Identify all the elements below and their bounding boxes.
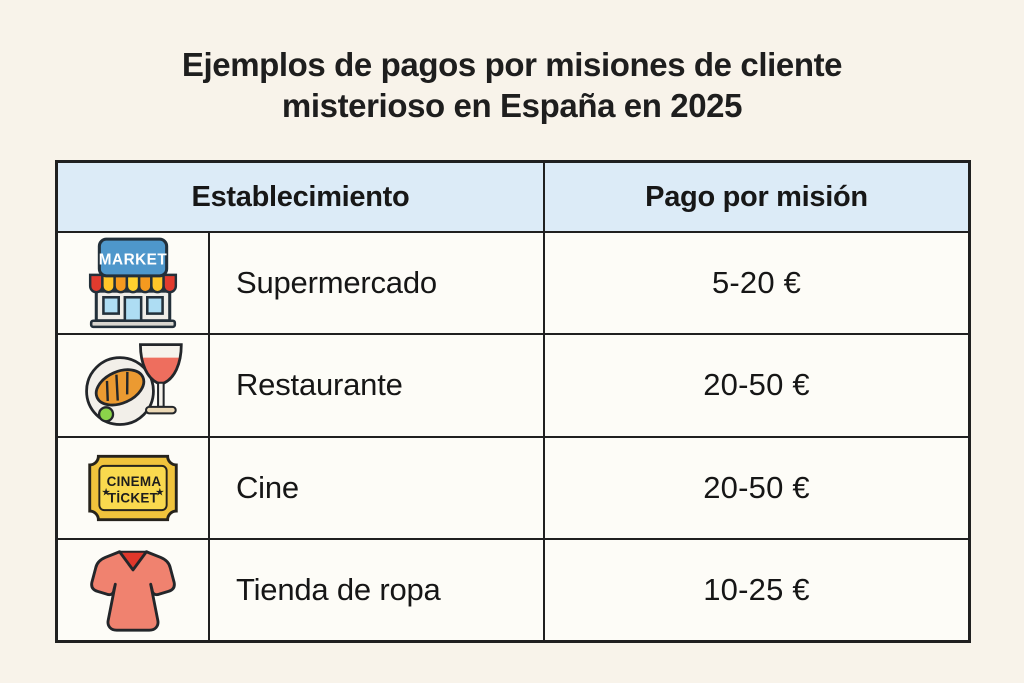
payments-table: Establecimiento Pago por misión bbox=[55, 160, 971, 643]
ticket-star-left: ★ bbox=[101, 486, 111, 498]
cinema-ticket-icon: CINEMA TİCKET ★ ★ bbox=[58, 437, 210, 538]
page-title: Ejemplos de pagos por misiones de client… bbox=[0, 44, 1024, 126]
page-title-line1: Ejemplos de pagos por misiones de client… bbox=[181, 46, 843, 83]
market-store-icon: MARKET bbox=[58, 233, 210, 334]
establishment-name: Supermercado bbox=[210, 233, 545, 334]
payment-value: 5-20 € bbox=[711, 265, 802, 301]
restaurant-plate-wine-icon bbox=[58, 335, 210, 436]
table-row-supermercado: MARKET Supermercado 5-20 € bbox=[58, 233, 968, 336]
ticket-text-line1: CINEMA bbox=[107, 474, 162, 489]
ticket-text-line2: TİCKET bbox=[108, 490, 159, 505]
table-row-tienda-de-ropa: Tienda de ropa 10-25 € bbox=[58, 539, 968, 640]
establishment-name: Restaurante bbox=[210, 335, 545, 436]
tshirt-icon bbox=[58, 539, 210, 640]
establishment-name: Tienda de ropa bbox=[210, 539, 545, 640]
table-row-cine: CINEMA TİCKET ★ ★ Cine 20-50 € bbox=[58, 437, 968, 540]
table-header-row: Establecimiento Pago por misión bbox=[58, 163, 968, 233]
page-title-line2: misterioso en España en 2025 bbox=[281, 87, 743, 124]
market-sign-text: MARKET bbox=[99, 252, 168, 269]
cinema-ticket-icon-svg: CINEMA TİCKET ★ ★ bbox=[88, 454, 178, 521]
restaurant-icon-svg bbox=[85, 343, 183, 426]
table-row-restaurante: Restaurante 20-50 € bbox=[58, 335, 968, 438]
establishment-name: Cine bbox=[210, 437, 545, 538]
header-payment: Pago por misión bbox=[645, 180, 868, 213]
market-store-icon-svg: MARKET bbox=[88, 237, 178, 329]
payment-value: 10-25 € bbox=[703, 571, 810, 607]
payment-value: 20-50 € bbox=[703, 367, 810, 403]
ticket-star-right: ★ bbox=[155, 486, 165, 498]
header-establishment: Establecimiento bbox=[58, 163, 545, 231]
payment-value: 20-50 € bbox=[703, 469, 810, 505]
tshirt-icon-svg bbox=[90, 550, 176, 632]
